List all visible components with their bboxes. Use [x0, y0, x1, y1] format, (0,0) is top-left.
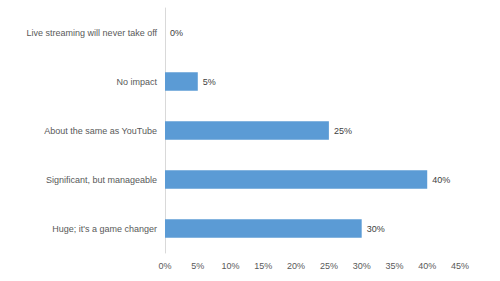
svg-text:5%: 5%	[203, 77, 216, 87]
svg-text:0%: 0%	[158, 261, 171, 271]
svg-text:35%: 35%	[385, 261, 403, 271]
svg-text:5%: 5%	[191, 261, 204, 271]
svg-text:25%: 25%	[320, 261, 338, 271]
svg-text:Live streaming will never take: Live streaming will never take off	[27, 28, 158, 38]
svg-text:0%: 0%	[170, 28, 183, 38]
svg-text:About the same as YouTube: About the same as YouTube	[44, 126, 157, 136]
svg-text:15%: 15%	[254, 261, 272, 271]
svg-text:20%: 20%	[287, 261, 305, 271]
svg-text:10%: 10%	[222, 261, 240, 271]
svg-text:Significant, but manageable: Significant, but manageable	[46, 175, 157, 185]
svg-text:30%: 30%	[353, 261, 371, 271]
svg-text:40%: 40%	[432, 175, 450, 185]
svg-text:No impact: No impact	[116, 77, 157, 87]
svg-text:25%: 25%	[334, 126, 352, 136]
svg-text:30%: 30%	[367, 224, 385, 234]
svg-text:Huge; it's a game changer: Huge; it's a game changer	[52, 224, 157, 234]
svg-text:40%: 40%	[418, 261, 436, 271]
svg-text:45%: 45%	[451, 261, 469, 271]
